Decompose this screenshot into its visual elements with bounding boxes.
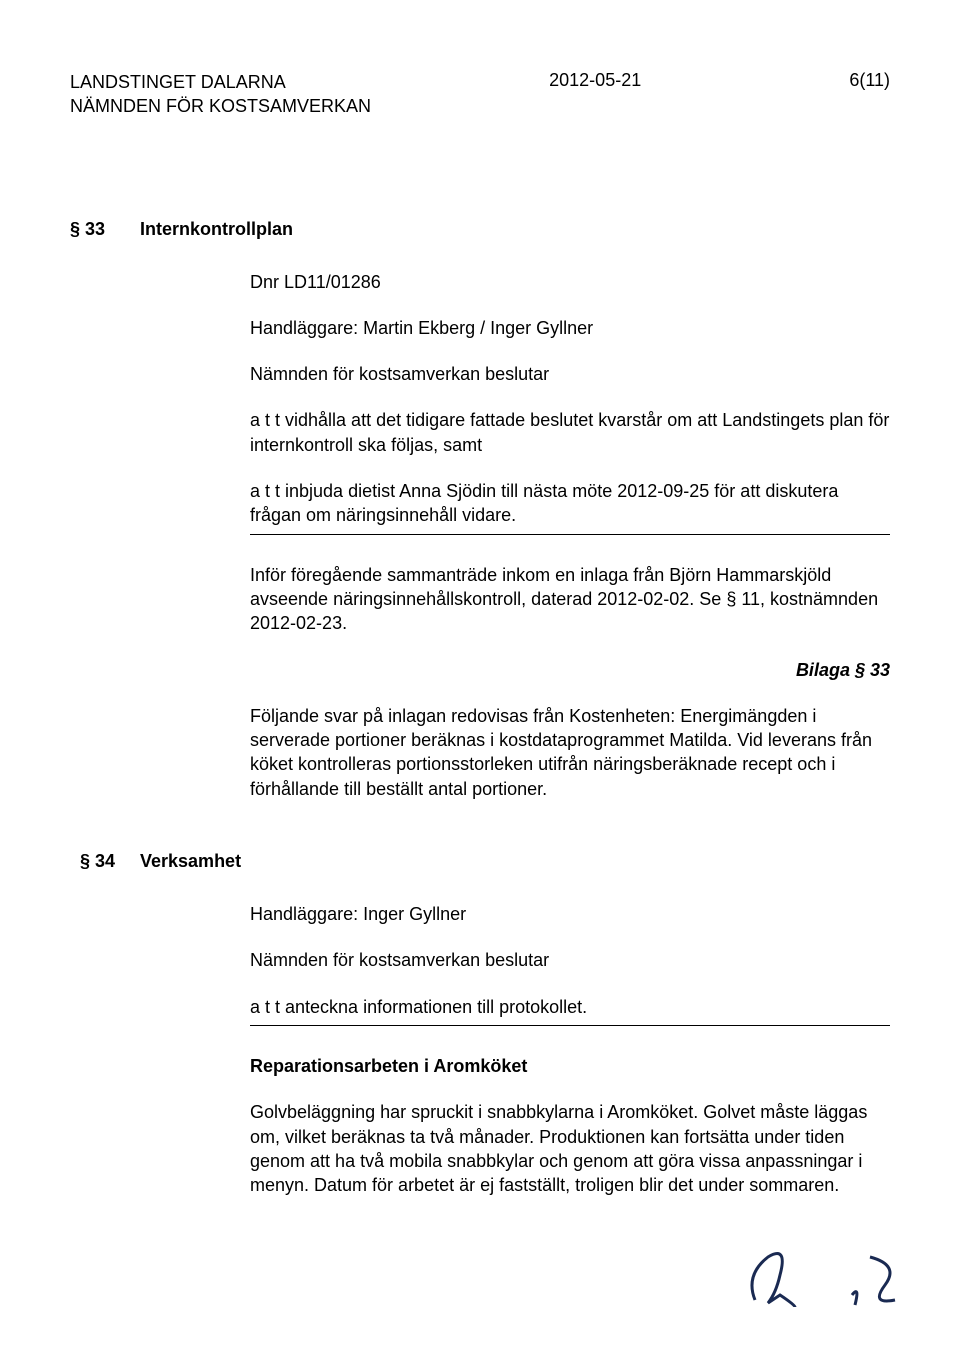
org-line2: NÄMNDEN FÖR KOSTSAMVERKAN: [70, 94, 371, 118]
handlaggare-34: Handläggare: Inger Gyllner: [250, 902, 890, 926]
handlaggare-33: Handläggare: Martin Ekberg / Inger Gylln…: [250, 316, 890, 340]
initials-2-icon: [840, 1245, 910, 1315]
section-34-heading: § 34 Verksamhet: [80, 851, 890, 872]
section-33-number: § 33: [70, 219, 140, 240]
divider-33: [250, 534, 890, 535]
att-33-2: a t t inbjuda dietist Anna Sjödin till n…: [250, 479, 890, 528]
divider-34: [250, 1025, 890, 1026]
signature-area: [740, 1245, 910, 1315]
initials-1-icon: [740, 1245, 820, 1315]
section-33-body: Dnr LD11/01286 Handläggare: Martin Ekber…: [250, 270, 890, 801]
bilaga-33: Bilaga § 33: [250, 658, 890, 682]
para-infor: Inför föregående sammanträde inkom en in…: [250, 563, 890, 636]
beslutar-34: Nämnden för kostsamverkan beslutar: [250, 948, 890, 972]
para-svar: Följande svar på inlagan redovisas från …: [250, 704, 890, 801]
section-33-title: Internkontrollplan: [140, 219, 293, 240]
dnr-line: Dnr LD11/01286: [250, 270, 890, 294]
att-34-1: a t t anteckna informationen till protok…: [250, 995, 890, 1019]
att-33-1: a t t vidhålla att det tidigare fattade …: [250, 408, 890, 457]
org-line1: LANDSTINGET DALARNA: [70, 70, 371, 94]
section-34-number: § 34: [80, 851, 140, 872]
section-33-heading: § 33 Internkontrollplan: [70, 219, 890, 240]
beslutar-33: Nämnden för kostsamverkan beslutar: [250, 362, 890, 386]
section-34-body: Handläggare: Inger Gyllner Nämnden för k…: [250, 902, 890, 1197]
header-date: 2012-05-21: [549, 70, 641, 91]
document-page: LANDSTINGET DALARNA NÄMNDEN FÖR KOSTSAMV…: [0, 0, 960, 1360]
header-org: LANDSTINGET DALARNA NÄMNDEN FÖR KOSTSAMV…: [70, 70, 371, 119]
rep-body: Golvbeläggning har spruckit i snabbkylar…: [250, 1100, 890, 1197]
rep-title: Reparationsarbeten i Aromköket: [250, 1054, 890, 1078]
header-row: LANDSTINGET DALARNA NÄMNDEN FÖR KOSTSAMV…: [70, 70, 890, 119]
header-page-number: 6(11): [849, 70, 890, 91]
section-34-title: Verksamhet: [140, 851, 241, 872]
